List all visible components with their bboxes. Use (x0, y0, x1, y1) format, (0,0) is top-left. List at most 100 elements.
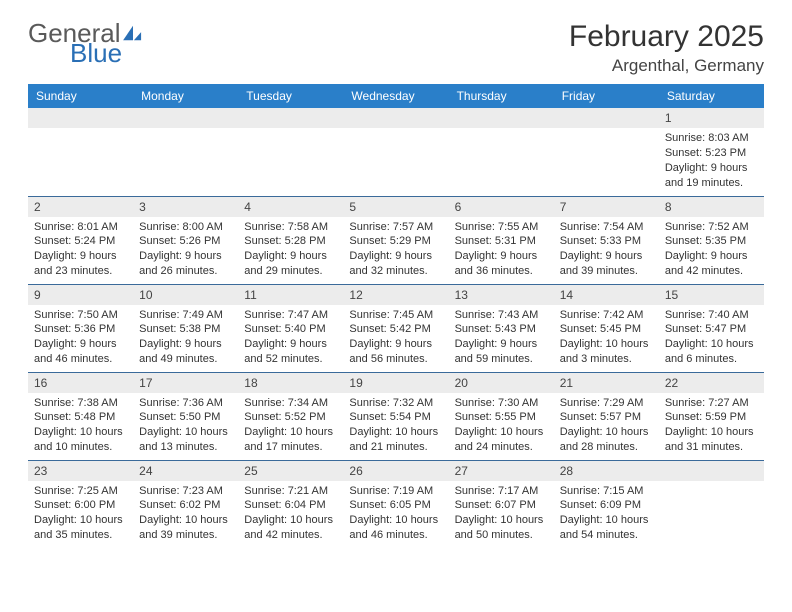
calendar-empty-cell (659, 460, 764, 548)
column-header: Wednesday (343, 84, 448, 108)
day-details: Sunrise: 7:30 AMSunset: 5:55 PMDaylight:… (449, 393, 554, 458)
calendar-week-row: 23Sunrise: 7:25 AMSunset: 6:00 PMDayligh… (28, 460, 764, 548)
day-number: 26 (343, 461, 448, 481)
day-number: 8 (659, 197, 764, 217)
column-header: Monday (133, 84, 238, 108)
day-number: 25 (238, 461, 343, 481)
day-details: Sunrise: 7:23 AMSunset: 6:02 PMDaylight:… (133, 481, 238, 546)
calendar-day-cell: 7Sunrise: 7:54 AMSunset: 5:33 PMDaylight… (554, 196, 659, 284)
calendar-day-cell: 28Sunrise: 7:15 AMSunset: 6:09 PMDayligh… (554, 460, 659, 548)
day-number: 28 (554, 461, 659, 481)
day-details: Sunrise: 8:03 AMSunset: 5:23 PMDaylight:… (659, 128, 764, 193)
day-number (28, 108, 133, 128)
calendar-day-cell: 9Sunrise: 7:50 AMSunset: 5:36 PMDaylight… (28, 284, 133, 372)
calendar-day-cell: 25Sunrise: 7:21 AMSunset: 6:04 PMDayligh… (238, 460, 343, 548)
page-header: GeneralBlue February 2025 Argenthal, Ger… (28, 20, 764, 76)
column-header: Thursday (449, 84, 554, 108)
title-block: February 2025 Argenthal, Germany (569, 20, 764, 76)
column-header: Sunday (28, 84, 133, 108)
column-header: Tuesday (238, 84, 343, 108)
day-details: Sunrise: 8:00 AMSunset: 5:26 PMDaylight:… (133, 217, 238, 282)
calendar-day-cell: 26Sunrise: 7:19 AMSunset: 6:05 PMDayligh… (343, 460, 448, 548)
day-number (449, 108, 554, 128)
day-details: Sunrise: 7:27 AMSunset: 5:59 PMDaylight:… (659, 393, 764, 458)
day-details: Sunrise: 7:15 AMSunset: 6:09 PMDaylight:… (554, 481, 659, 546)
calendar-day-cell: 21Sunrise: 7:29 AMSunset: 5:57 PMDayligh… (554, 372, 659, 460)
calendar-day-cell: 2Sunrise: 8:01 AMSunset: 5:24 PMDaylight… (28, 196, 133, 284)
day-number: 23 (28, 461, 133, 481)
day-details: Sunrise: 7:17 AMSunset: 6:07 PMDaylight:… (449, 481, 554, 546)
calendar-empty-cell (449, 108, 554, 196)
day-number: 10 (133, 285, 238, 305)
day-number: 17 (133, 373, 238, 393)
calendar-day-cell: 19Sunrise: 7:32 AMSunset: 5:54 PMDayligh… (343, 372, 448, 460)
calendar-day-cell: 17Sunrise: 7:36 AMSunset: 5:50 PMDayligh… (133, 372, 238, 460)
month-title: February 2025 (569, 20, 764, 54)
location-label: Argenthal, Germany (569, 56, 764, 76)
calendar-day-cell: 5Sunrise: 7:57 AMSunset: 5:29 PMDaylight… (343, 196, 448, 284)
day-details: Sunrise: 7:54 AMSunset: 5:33 PMDaylight:… (554, 217, 659, 282)
day-number: 3 (133, 197, 238, 217)
day-number: 19 (343, 373, 448, 393)
day-number: 22 (659, 373, 764, 393)
calendar-day-cell: 4Sunrise: 7:58 AMSunset: 5:28 PMDaylight… (238, 196, 343, 284)
calendar-day-cell: 10Sunrise: 7:49 AMSunset: 5:38 PMDayligh… (133, 284, 238, 372)
day-number: 11 (238, 285, 343, 305)
calendar-day-cell: 15Sunrise: 7:40 AMSunset: 5:47 PMDayligh… (659, 284, 764, 372)
calendar-empty-cell (28, 108, 133, 196)
column-header: Friday (554, 84, 659, 108)
day-number: 2 (28, 197, 133, 217)
day-number (133, 108, 238, 128)
calendar-day-cell: 16Sunrise: 7:38 AMSunset: 5:48 PMDayligh… (28, 372, 133, 460)
day-details: Sunrise: 7:45 AMSunset: 5:42 PMDaylight:… (343, 305, 448, 370)
day-number: 24 (133, 461, 238, 481)
day-number (238, 108, 343, 128)
day-details: Sunrise: 7:32 AMSunset: 5:54 PMDaylight:… (343, 393, 448, 458)
day-number (343, 108, 448, 128)
day-details: Sunrise: 7:36 AMSunset: 5:50 PMDaylight:… (133, 393, 238, 458)
day-number: 18 (238, 373, 343, 393)
day-details: Sunrise: 7:55 AMSunset: 5:31 PMDaylight:… (449, 217, 554, 282)
calendar-day-cell: 24Sunrise: 7:23 AMSunset: 6:02 PMDayligh… (133, 460, 238, 548)
calendar-body: 1Sunrise: 8:03 AMSunset: 5:23 PMDaylight… (28, 108, 764, 548)
day-details: Sunrise: 7:49 AMSunset: 5:38 PMDaylight:… (133, 305, 238, 370)
calendar-empty-cell (554, 108, 659, 196)
calendar-day-cell: 8Sunrise: 7:52 AMSunset: 5:35 PMDaylight… (659, 196, 764, 284)
calendar-day-cell: 3Sunrise: 8:00 AMSunset: 5:26 PMDaylight… (133, 196, 238, 284)
calendar-day-cell: 12Sunrise: 7:45 AMSunset: 5:42 PMDayligh… (343, 284, 448, 372)
calendar-day-cell: 23Sunrise: 7:25 AMSunset: 6:00 PMDayligh… (28, 460, 133, 548)
day-details: Sunrise: 7:42 AMSunset: 5:45 PMDaylight:… (554, 305, 659, 370)
day-number (659, 461, 764, 481)
day-details: Sunrise: 7:21 AMSunset: 6:04 PMDaylight:… (238, 481, 343, 546)
calendar-day-cell: 22Sunrise: 7:27 AMSunset: 5:59 PMDayligh… (659, 372, 764, 460)
day-details: Sunrise: 7:43 AMSunset: 5:43 PMDaylight:… (449, 305, 554, 370)
day-details: Sunrise: 7:29 AMSunset: 5:57 PMDaylight:… (554, 393, 659, 458)
calendar-empty-cell (343, 108, 448, 196)
day-number: 13 (449, 285, 554, 305)
day-number: 9 (28, 285, 133, 305)
day-details: Sunrise: 7:34 AMSunset: 5:52 PMDaylight:… (238, 393, 343, 458)
day-number: 16 (28, 373, 133, 393)
calendar-empty-cell (238, 108, 343, 196)
day-details: Sunrise: 7:47 AMSunset: 5:40 PMDaylight:… (238, 305, 343, 370)
day-number (554, 108, 659, 128)
calendar-empty-cell (133, 108, 238, 196)
day-details: Sunrise: 7:57 AMSunset: 5:29 PMDaylight:… (343, 217, 448, 282)
calendar-day-cell: 20Sunrise: 7:30 AMSunset: 5:55 PMDayligh… (449, 372, 554, 460)
day-details: Sunrise: 7:58 AMSunset: 5:28 PMDaylight:… (238, 217, 343, 282)
day-details: Sunrise: 7:50 AMSunset: 5:36 PMDaylight:… (28, 305, 133, 370)
calendar-week-row: 2Sunrise: 8:01 AMSunset: 5:24 PMDaylight… (28, 196, 764, 284)
calendar-day-cell: 18Sunrise: 7:34 AMSunset: 5:52 PMDayligh… (238, 372, 343, 460)
calendar-day-cell: 13Sunrise: 7:43 AMSunset: 5:43 PMDayligh… (449, 284, 554, 372)
calendar-day-cell: 11Sunrise: 7:47 AMSunset: 5:40 PMDayligh… (238, 284, 343, 372)
logo: GeneralBlue (28, 20, 143, 66)
calendar-week-row: 9Sunrise: 7:50 AMSunset: 5:36 PMDaylight… (28, 284, 764, 372)
day-number: 12 (343, 285, 448, 305)
calendar-day-cell: 1Sunrise: 8:03 AMSunset: 5:23 PMDaylight… (659, 108, 764, 196)
day-number: 7 (554, 197, 659, 217)
day-number: 4 (238, 197, 343, 217)
calendar-day-cell: 27Sunrise: 7:17 AMSunset: 6:07 PMDayligh… (449, 460, 554, 548)
calendar-header-row: SundayMondayTuesdayWednesdayThursdayFrid… (28, 84, 764, 108)
day-number: 15 (659, 285, 764, 305)
day-details: Sunrise: 7:25 AMSunset: 6:00 PMDaylight:… (28, 481, 133, 546)
